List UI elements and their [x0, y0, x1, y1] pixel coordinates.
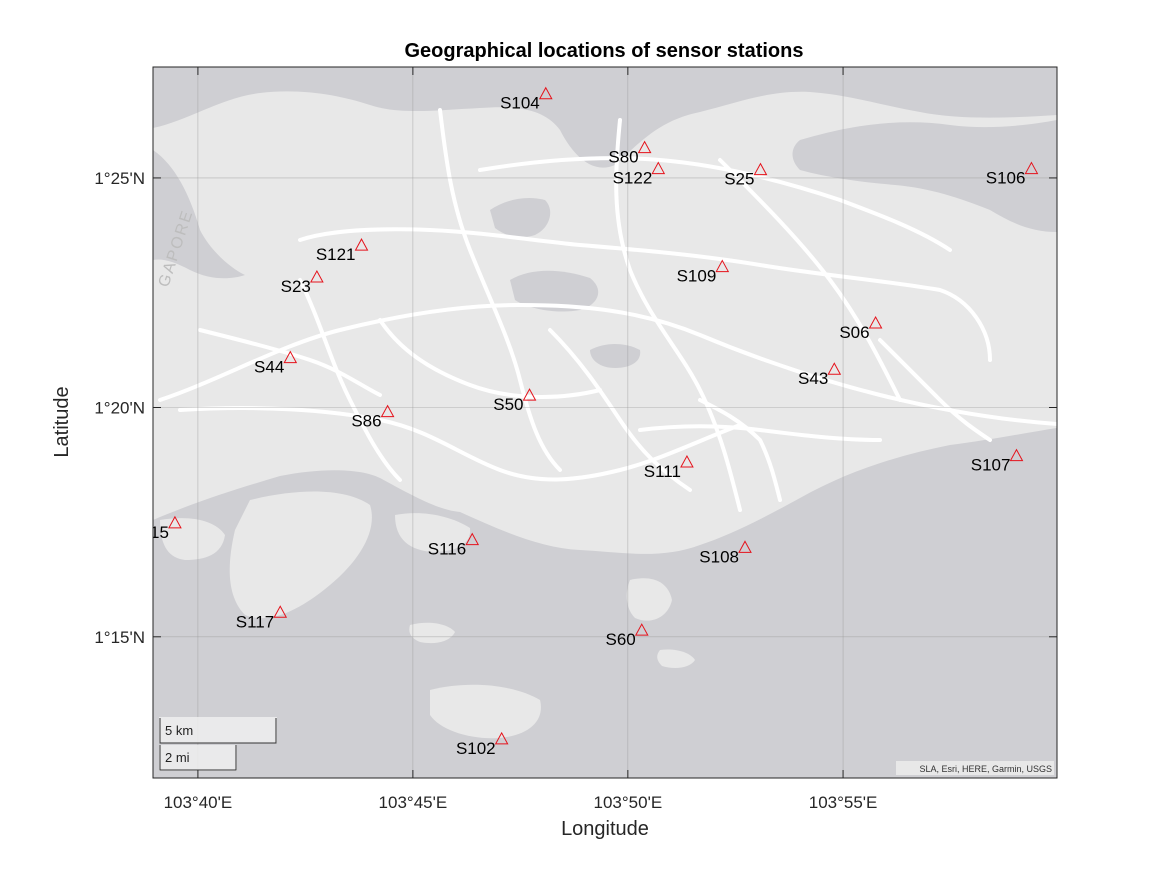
- station-s43[interactable]: S43: [798, 362, 842, 388]
- station-s50[interactable]: S50: [493, 388, 537, 414]
- station-s44[interactable]: S44: [254, 350, 298, 377]
- map-border: [152, 66, 1058, 779]
- station-label: S60: [606, 630, 636, 649]
- station-label: S50: [493, 395, 523, 414]
- station-s80[interactable]: S80: [608, 140, 652, 167]
- station-marker-icon[interactable]: [715, 259, 730, 273]
- station-marker-icon[interactable]: [168, 515, 182, 529]
- station-s106[interactable]: S106: [986, 161, 1039, 188]
- station-marker-icon[interactable]: [354, 238, 369, 251]
- station-marker-icon[interactable]: [827, 362, 842, 375]
- station-marker-icon[interactable]: [273, 605, 288, 618]
- station-marker-icon[interactable]: [1009, 448, 1024, 462]
- station-label: S86: [351, 412, 381, 431]
- x-tick-label-0: 103°40'E: [164, 793, 233, 812]
- station-s102[interactable]: S102: [456, 731, 509, 758]
- station-label: S104: [500, 94, 540, 113]
- station-label: S109: [677, 267, 717, 286]
- station-marker-icon[interactable]: [538, 86, 553, 100]
- scale-bar-mi-label: 2 mi: [165, 750, 190, 765]
- station-marker-icon[interactable]: [651, 161, 666, 175]
- station-marker-icon[interactable]: [738, 540, 752, 553]
- station-markers[interactable]: S104 S80 S122 S25 S106 S121 S23 S109 S06 S44 S43 S5…: [130, 86, 1039, 758]
- scale-bar-km-box: [159, 717, 277, 743]
- station-label: S25: [724, 170, 754, 189]
- station-marker-icon[interactable]: [380, 404, 395, 418]
- x-tick-label-2: 103°50'E: [594, 793, 663, 812]
- station-s117[interactable]: S117: [236, 605, 288, 631]
- station-marker-icon[interactable]: [494, 731, 509, 745]
- station-s111[interactable]: S111: [644, 454, 694, 481]
- station-marker-icon[interactable]: [637, 140, 652, 154]
- station-s122[interactable]: S122: [613, 161, 666, 188]
- station-label: S117: [236, 612, 274, 631]
- station-label: S06: [839, 323, 869, 342]
- station-label: S116: [428, 540, 466, 559]
- station-s109[interactable]: S109: [677, 259, 730, 286]
- station-label: S23: [281, 277, 311, 296]
- station-label: S43: [798, 369, 828, 388]
- scale-bar-km-line: [159, 718, 277, 744]
- y-tick-label-1: 1°20'N: [94, 398, 145, 417]
- station-s06[interactable]: S06: [839, 315, 883, 342]
- x-tick-label-1: 103°45'E: [379, 793, 448, 812]
- attribution-box: [896, 761, 1054, 775]
- station-label: S115: [130, 523, 168, 542]
- station-label: S44: [254, 358, 284, 377]
- station-label: S108: [699, 547, 739, 566]
- x-tick-label-3: 103°55'E: [809, 793, 878, 812]
- attribution-text: SLA, Esri, HERE, Garmin, USGS: [919, 764, 1052, 774]
- station-s115[interactable]: S115: [130, 515, 182, 542]
- station-label: S102: [456, 739, 496, 758]
- station-marker-icon[interactable]: [680, 454, 694, 468]
- station-s121[interactable]: S121: [316, 238, 369, 264]
- y-axis-label: Latitude: [51, 386, 73, 457]
- graticule: [153, 67, 1057, 778]
- station-marker-icon[interactable]: [465, 532, 480, 546]
- station-label: S111: [644, 462, 681, 481]
- scale-bar-km-label: 5 km: [165, 723, 193, 738]
- station-s23[interactable]: S23: [281, 269, 324, 296]
- station-label: S121: [316, 245, 356, 264]
- station-marker-icon[interactable]: [868, 315, 883, 329]
- station-marker-icon[interactable]: [634, 623, 649, 636]
- y-tick-label-0: 1°25'N: [94, 169, 145, 188]
- scale-bar: 5 km 2 mi: [159, 717, 277, 771]
- x-axis-ticks: 103°40'E 103°45'E 103°50'E 103°55'E: [164, 67, 878, 812]
- station-marker-icon[interactable]: [310, 269, 324, 283]
- station-s86[interactable]: S86: [351, 404, 395, 431]
- station-s107[interactable]: S107: [971, 448, 1024, 475]
- station-marker-icon[interactable]: [1024, 161, 1039, 175]
- y-tick-label-2: 1°15'N: [94, 628, 145, 647]
- station-label: S122: [613, 169, 653, 188]
- y-axis-ticks: 1°25'N 1°20'N 1°15'N: [94, 169, 1057, 647]
- station-label: S106: [986, 169, 1026, 188]
- scale-bar-mi-box: [159, 745, 237, 771]
- station-s108[interactable]: S108: [699, 540, 752, 566]
- station-label: S107: [971, 456, 1011, 475]
- station-s25[interactable]: S25: [724, 162, 768, 189]
- figure-title: Geographical locations of sensor station…: [405, 40, 804, 62]
- basemap-roads: [158, 108, 1057, 512]
- station-s116[interactable]: S116: [428, 532, 480, 559]
- station-marker-icon[interactable]: [522, 388, 537, 401]
- station-marker-icon[interactable]: [283, 350, 298, 364]
- station-s60[interactable]: S60: [606, 623, 649, 649]
- station-marker-icon[interactable]: [753, 162, 768, 176]
- station-s104[interactable]: S104: [500, 86, 553, 113]
- station-label: S80: [608, 148, 638, 167]
- x-axis-label: Longitude: [561, 818, 649, 840]
